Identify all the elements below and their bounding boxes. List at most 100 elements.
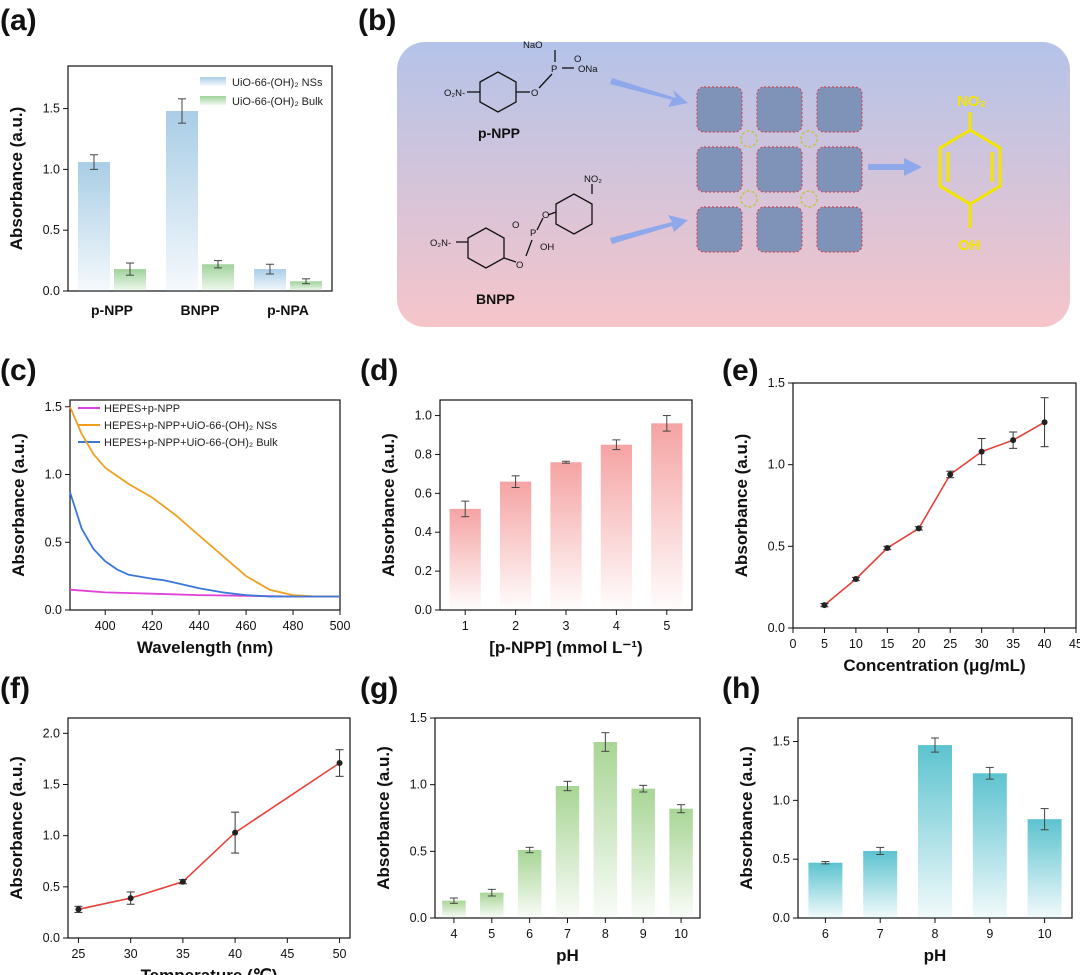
bnpp-no2: NO₂	[584, 174, 602, 185]
x-tick-label-d: 2	[512, 619, 519, 633]
x-tick-label-f: 40	[228, 947, 242, 961]
series-line-e	[823, 421, 1045, 606]
x-tick-label-e: 35	[1006, 637, 1020, 651]
y-tick-label-f: 0.5	[43, 880, 60, 894]
y-axis-label-c: Absorbance (a.u.)	[9, 433, 28, 577]
pnpp-o-double: O	[574, 54, 581, 65]
bar-g-8	[593, 742, 618, 918]
x-tick-label-h: 9	[986, 927, 993, 941]
y-tick-label-a: 1.5	[43, 102, 60, 116]
data-point-f	[336, 760, 343, 767]
x-tick-label-f: 45	[280, 947, 294, 961]
y-tick-label-g: 1.0	[410, 778, 427, 792]
pnpp-o2n: O₂N-	[444, 88, 465, 99]
data-point-e	[852, 576, 859, 582]
x-tick-label-e: 30	[975, 637, 989, 651]
legend-c: HEPES+p-NPP HEPES+p-NPP+UiO-66-(OH)₂ NSs…	[78, 403, 278, 449]
x-tick-label-g: 7	[564, 927, 571, 941]
x-tick-label-e: 25	[943, 637, 957, 651]
x-tick-label-a: BNPP	[181, 302, 220, 318]
scheme-panel: O₂N- O P NaO O ONa p-NPP O₂N- O P O OH O…	[397, 40, 1070, 327]
panel-label-f: (f)	[0, 672, 30, 705]
pnpp-name: p-NPP	[478, 125, 520, 141]
data-point-f	[232, 829, 239, 836]
bar-h-6	[808, 862, 843, 918]
x-tick-label-a: p-NPA	[267, 302, 309, 318]
bar-d-3	[550, 462, 582, 610]
y-tick-label-h: 0.0	[773, 911, 790, 925]
x-axis-label-h: pH	[924, 946, 947, 965]
x-tick-label-g: 4	[450, 927, 457, 941]
product-oh: OH	[958, 237, 981, 254]
panel-label-a: (a)	[0, 4, 37, 37]
bar-g-10	[669, 808, 693, 918]
bar-d-4	[600, 444, 633, 610]
x-tick-label-c: 500	[330, 619, 351, 633]
chart-d: 0.0 0.2 0.4 0.6 0.8 1.0 Absorbance (a.u.) [p-NP…	[379, 399, 693, 657]
x-tick-label-e: 0	[790, 637, 797, 651]
bar-a-BNPP-1	[202, 264, 234, 291]
bar-g-6	[517, 850, 542, 918]
x-tick-label-c: 400	[95, 619, 116, 633]
data-point-e	[1010, 437, 1017, 444]
x-axis-label-f: Temperature (℃)	[141, 966, 278, 975]
bar-h-9	[972, 773, 1007, 918]
y-tick-label-e: 0.0	[768, 621, 785, 635]
x-tick-label-e: 20	[912, 637, 926, 651]
data-point-f	[179, 878, 186, 885]
panel-label-h: (h)	[722, 672, 760, 705]
y-axis-label-d: Absorbance (a.u.)	[379, 433, 398, 577]
bnpp-molecule	[456, 184, 593, 269]
panel-label-e: (e)	[722, 354, 759, 387]
bar-a-p-NPP-0	[78, 162, 110, 291]
legend-a-ns-swatch	[200, 77, 226, 86]
x-tick-label-c: 440	[189, 619, 210, 633]
bnpp-o-link2: O	[542, 210, 549, 221]
x-tick-label-e: 45	[1069, 637, 1080, 651]
y-tick-label-d: 0.0	[415, 603, 432, 617]
data-point-e	[915, 525, 922, 532]
chart-c: 0.0 0.5 1.0 1.5 Absorbance (a.u.) Wavelength …	[9, 399, 351, 657]
bar-g-9	[631, 788, 655, 918]
y-tick-label-c: 1.0	[45, 468, 62, 482]
product-molecule	[938, 112, 1002, 228]
bnpp-o-double: O	[512, 220, 519, 231]
y-tick-label-e: 1.5	[768, 376, 785, 390]
y-tick-label-h: 1.5	[773, 735, 790, 749]
y-tick-label-d: 0.6	[415, 486, 432, 500]
x-tick-label-h: 6	[822, 927, 829, 941]
x-tick-label-h: 7	[877, 927, 884, 941]
x-axis-label-g: pH	[556, 946, 579, 965]
y-tick-label-e: 0.5	[768, 539, 785, 553]
bar-h-7	[863, 850, 898, 918]
x-axis-label-e: Concentration (μg/mL)	[843, 656, 1025, 675]
legend-a: UiO-66-(OH)₂ NSs UiO-66-(OH)₂ Bulk	[200, 77, 324, 108]
bar-h-8	[918, 745, 952, 918]
bar-g-4	[442, 900, 466, 918]
y-tick-label-a: 0.5	[43, 223, 60, 237]
bnpp-name: BNPP	[476, 291, 515, 307]
x-tick-label-g: 8	[602, 927, 609, 941]
data-point-e	[978, 448, 985, 455]
bar-g-5	[480, 892, 504, 918]
arrow-product	[868, 158, 922, 176]
y-tick-label-a: 1.0	[43, 162, 60, 176]
y-axis-label-e: Absorbance (a.u.)	[732, 434, 751, 578]
bar-a-p-NPA-1	[290, 281, 322, 291]
y-tick-label-g: 1.5	[410, 711, 427, 725]
x-tick-label-h: 10	[1038, 927, 1052, 941]
y-axis-label-g: Absorbance (a.u.)	[374, 746, 393, 890]
x-tick-label-a: p-NPP	[91, 302, 133, 318]
axes-frame-f	[67, 717, 351, 939]
y-tick-label-d: 0.4	[415, 525, 432, 539]
x-tick-label-d: 4	[613, 619, 620, 633]
x-tick-label-c: 420	[142, 619, 163, 633]
data-point-f	[75, 906, 82, 913]
bar-a-p-NPA-0	[254, 269, 286, 291]
y-tick-label-c: 1.5	[45, 400, 62, 414]
series-line-c-1	[69, 406, 340, 598]
chart-e: 0.0 0.5 1.0 1.5 Absorbance (a.u.) Concentrati…	[732, 376, 1080, 675]
y-axis-label-a: Absorbance (a.u.)	[7, 107, 26, 251]
panel-label-d: (d)	[360, 354, 398, 387]
x-tick-label-e: 10	[849, 637, 863, 651]
